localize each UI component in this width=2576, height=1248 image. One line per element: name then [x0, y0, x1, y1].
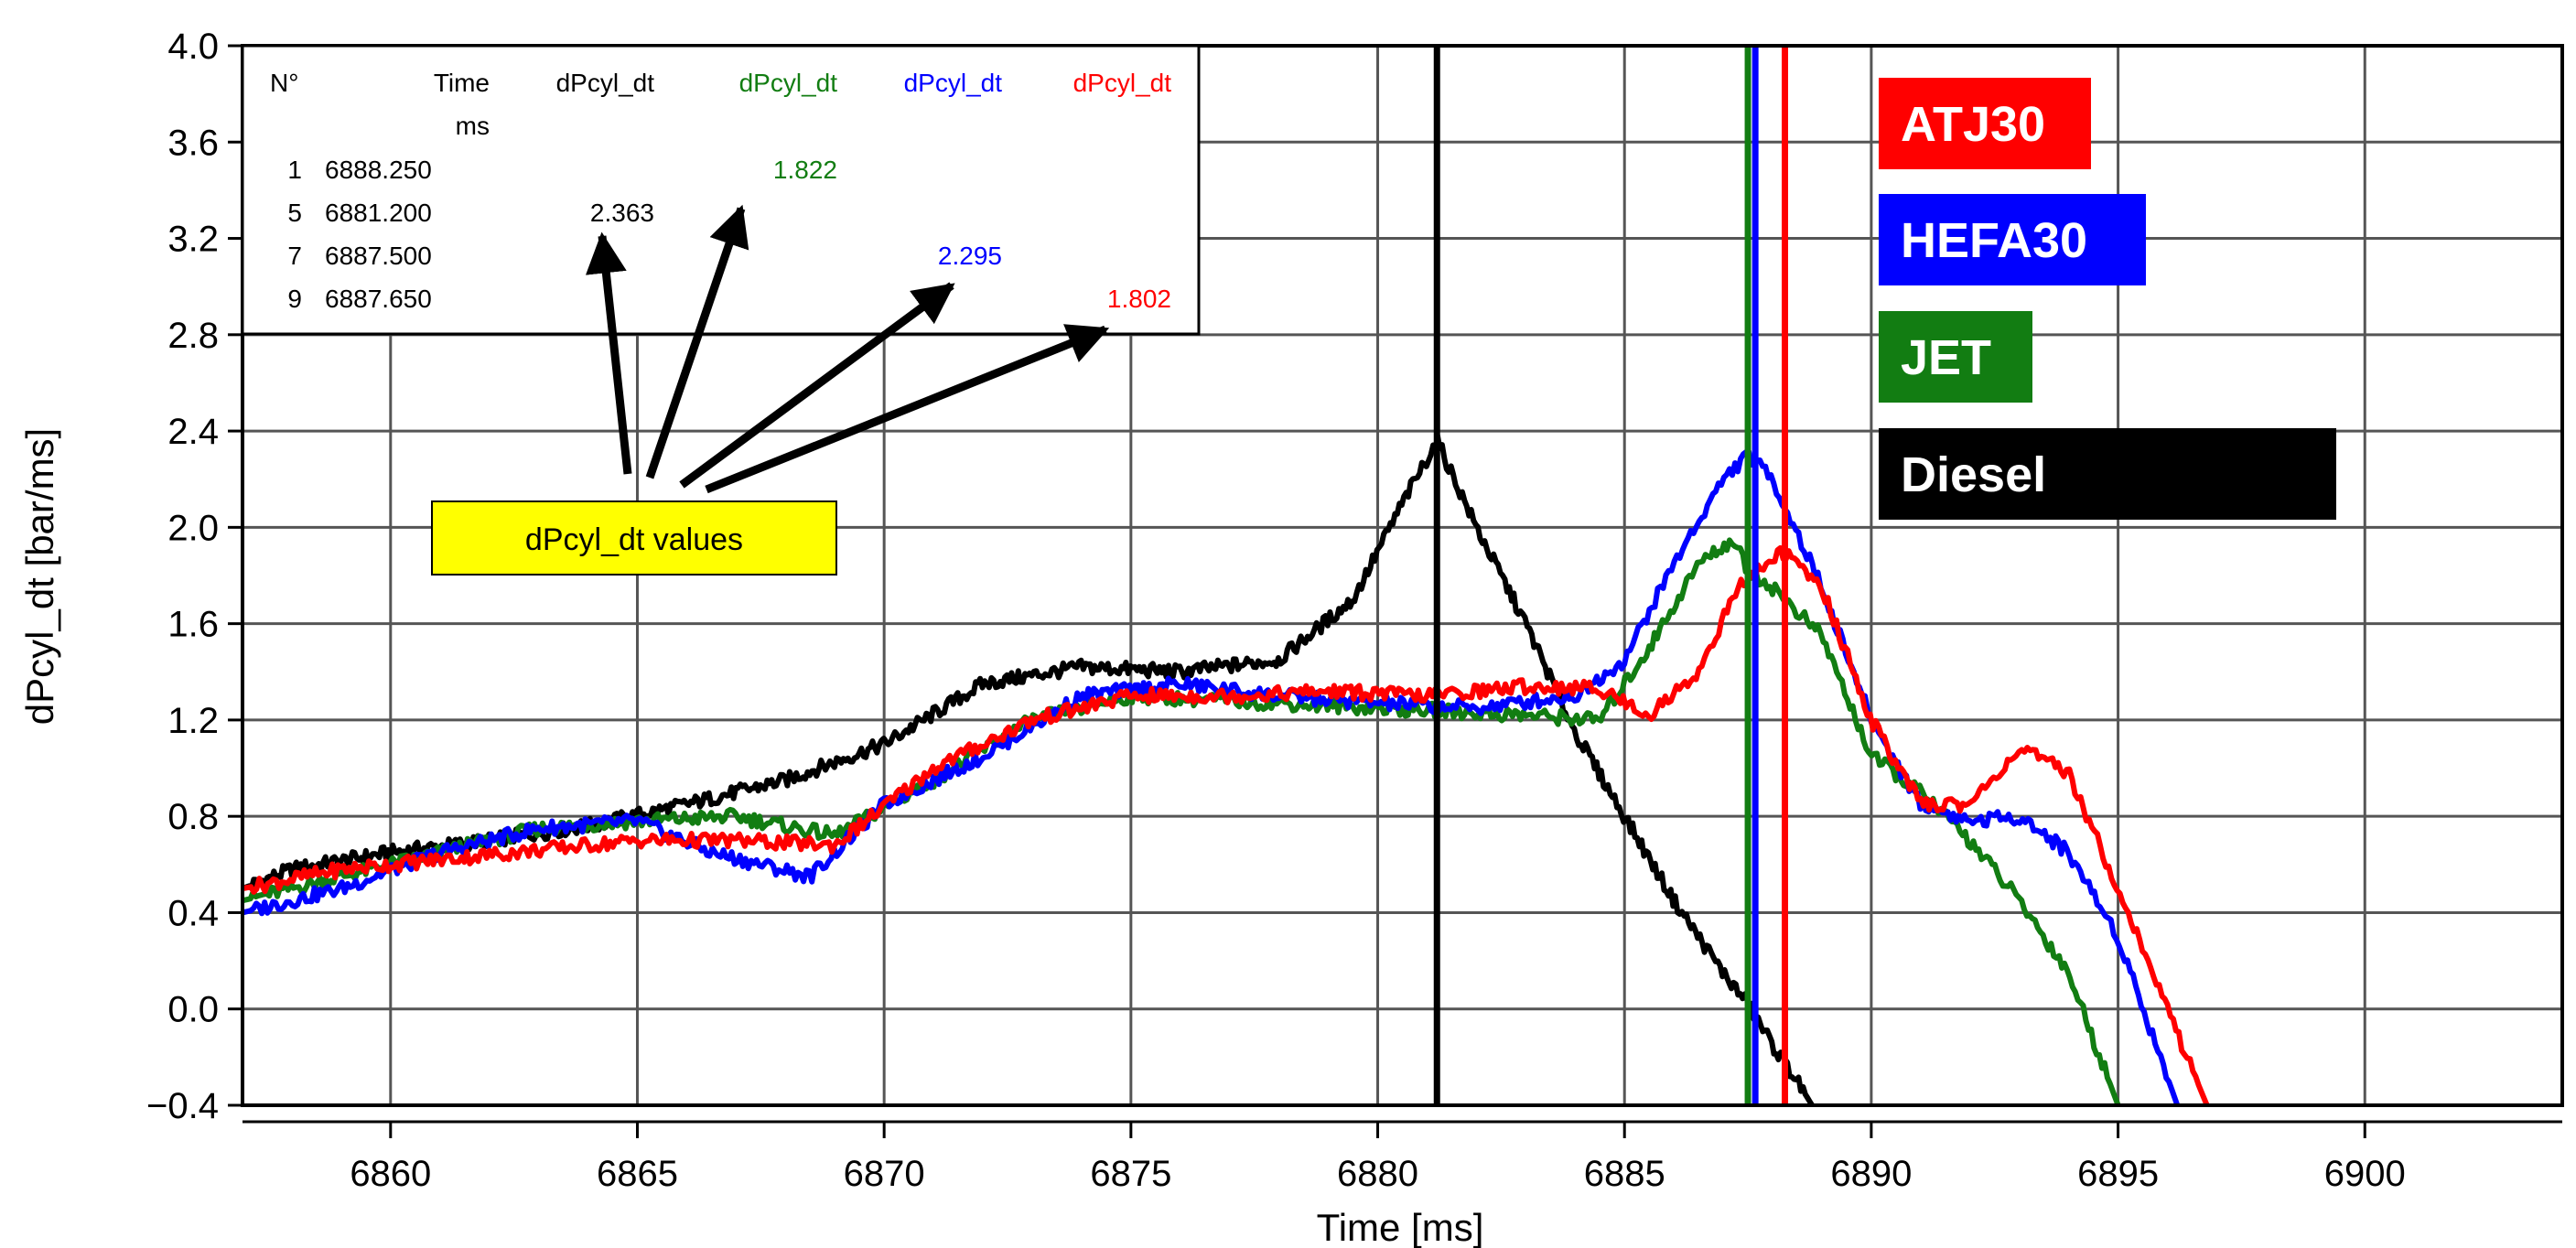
x-axis-title: Time [ms] [1317, 1206, 1484, 1248]
x-tick-label: 6900 [2324, 1154, 2406, 1194]
table-row-time: 6888.250 [325, 156, 432, 184]
table-row-time: 6881.200 [325, 199, 432, 227]
table-header: dPcyl_dt [739, 69, 838, 97]
cursor-table-content: N° Time dPcyl_dt dPcyl_dt dPcyl_dt dPcyl_dtms… [270, 69, 1171, 313]
legend-label: HEFA30 [1901, 213, 2087, 268]
y-axis-title: dPcyl_dt [bar/ms] [18, 428, 61, 725]
table-row-value: 1.802 [1107, 285, 1171, 313]
y-tick-label: 4.0 [167, 27, 219, 67]
y-tick-label: 1.6 [167, 605, 219, 645]
x-tick-label: 6870 [844, 1154, 925, 1194]
x-tick-label: 6875 [1090, 1154, 1171, 1194]
legend-label: Diesel [1901, 447, 2046, 502]
cursor-table-box [241, 44, 1201, 336]
table-row-number: 1 [287, 156, 302, 184]
y-tick-label: −0.4 [146, 1086, 219, 1126]
y-tick-label: 0.8 [167, 797, 219, 837]
annotation-text: dPcyl_dt values [525, 522, 743, 557]
annotation-arrows [585, 204, 1110, 494]
legend-tag-hefa30 [1879, 194, 2146, 285]
x-tick-label: 6890 [1830, 1154, 1912, 1194]
legend-tag-diesel [1879, 428, 2336, 520]
y-tick-label: 2.0 [167, 508, 219, 548]
x-tick-label: 6880 [1337, 1154, 1418, 1194]
legend-label: JET [1901, 330, 1991, 385]
series-group [241, 433, 2210, 1107]
y-tick-label: 3.6 [167, 123, 219, 163]
table-header: dPcyl_dt [1073, 69, 1172, 97]
table-row-time: 6887.650 [325, 285, 432, 313]
tick-group: 6860 6865 6870 6875 6880 6885 6890 6895 6900 4.0 3… [146, 27, 2406, 1194]
table-header: N° [270, 69, 298, 97]
x-tick-label: 6895 [2077, 1154, 2159, 1194]
legend: ATJ30 HEFA30 JET Diesel [1879, 78, 2336, 520]
y-tick-label: 3.2 [167, 220, 219, 260]
plot-frame [241, 44, 2564, 1107]
arrow-to-jet [645, 204, 749, 479]
table-row-value: 1.822 [773, 156, 837, 184]
table-header: dPcyl_dt [904, 69, 1003, 97]
x-tick-label: 6885 [1584, 1154, 1665, 1194]
series-line-atj30 [242, 544, 2210, 1107]
table-row-time: 6887.500 [325, 242, 432, 270]
table-row-number: 7 [287, 242, 302, 270]
cursor-table: N° Time dPcyl_dt dPcyl_dt dPcyl_dt dPcyl_dtms… [241, 44, 1201, 336]
table-unit: ms [456, 112, 490, 140]
x-tick-label: 6860 [350, 1154, 431, 1194]
table-row-number: 5 [287, 199, 302, 227]
y-tick-label: 1.2 [167, 701, 219, 741]
table-row-value: 2.295 [938, 242, 1002, 270]
legend-label: ATJ30 [1901, 97, 2045, 152]
arrow-to-hefa [679, 282, 955, 489]
cursor-group [1433, 46, 1789, 1105]
legend-tag-jet [1879, 311, 2032, 403]
table-header: dPcyl_dt [556, 69, 655, 97]
table-row-value: 2.363 [590, 199, 654, 227]
y-tick-label: 0.4 [167, 893, 219, 933]
table-row-number: 9 [287, 285, 302, 313]
arrow-to-atj [705, 324, 1110, 494]
y-tick-label: 2.4 [167, 412, 219, 452]
arrow-to-diesel [585, 231, 632, 475]
y-tick-label: 2.8 [167, 316, 219, 356]
y-tick-label: 0.0 [167, 990, 219, 1030]
legend-tag-atj30 [1879, 78, 2091, 169]
annotation-box [431, 500, 837, 576]
x-tick-label: 6865 [597, 1154, 678, 1194]
table-header: Time [434, 69, 490, 97]
annotation: dPcyl_dt values [431, 500, 837, 576]
